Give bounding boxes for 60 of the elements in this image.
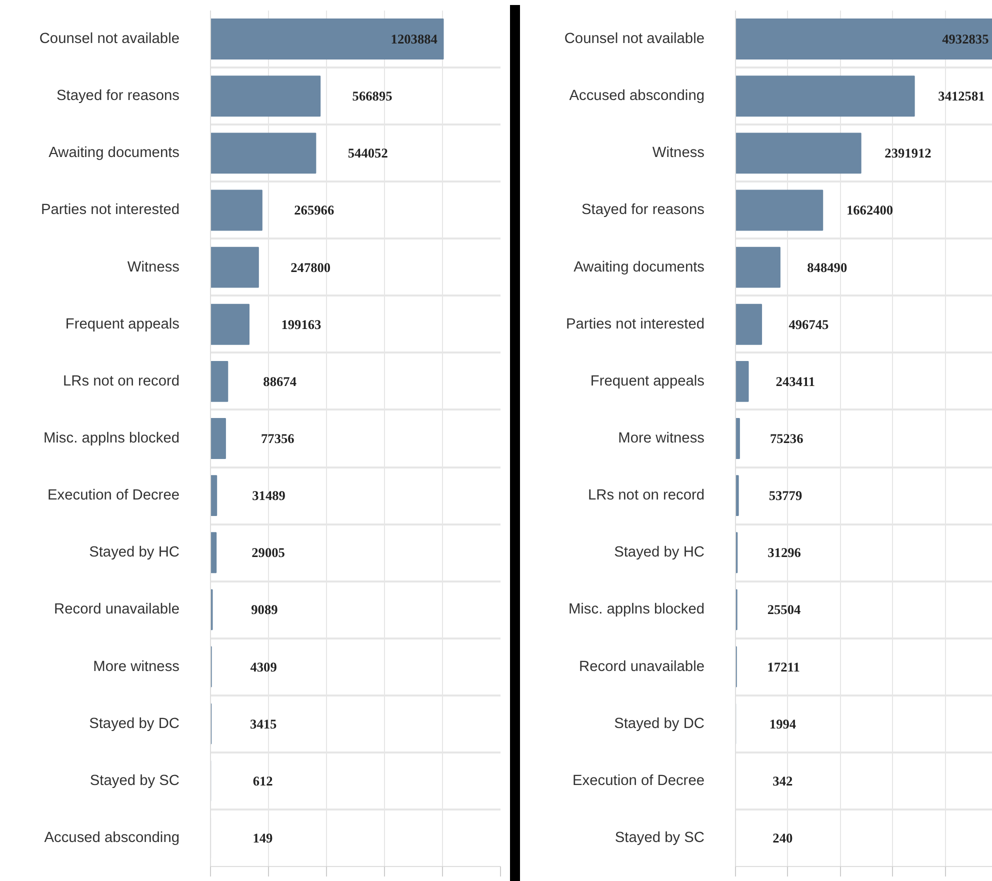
y-tick-label: Stayed for reasons — [56, 88, 180, 104]
y-tick-label: Accused absconding — [569, 88, 705, 104]
data-label: 149 — [252, 830, 274, 846]
data-label: 75236 — [770, 431, 804, 446]
data-label: 77356 — [260, 431, 295, 446]
data-label: 3415 — [250, 716, 278, 732]
data-label: 1203884 — [390, 32, 438, 47]
y-tick-label: Awaiting documents — [574, 259, 705, 276]
data-label: 240 — [772, 830, 794, 846]
data-label: 199163 — [281, 316, 322, 332]
y-tick-label: Frequent appeals — [590, 373, 705, 390]
y-tick-label: Execution of Decree — [572, 772, 705, 789]
y-tick-label: Parties not interested — [566, 316, 705, 332]
y-tick-label: Stayed by SC — [90, 772, 180, 789]
data-label: 1994 — [769, 716, 796, 732]
data-label: 566895 — [352, 88, 393, 104]
y-tick-label: Misc. applns blocked — [43, 430, 180, 446]
data-label: 544052 — [348, 146, 388, 161]
y-tick-label: Stayed by DC — [89, 716, 180, 732]
y-tick-label: LRs not on record — [588, 488, 704, 504]
y-tick-label: Frequent appeals — [65, 316, 180, 332]
data-label: 31296 — [768, 545, 802, 560]
y-tick-label: Stayed by HC — [89, 544, 180, 561]
data-label: 2391912 — [884, 146, 932, 161]
y-tick-label: Stayed for reasons — [581, 202, 705, 218]
y-tick-label: Counsel not available — [564, 31, 705, 48]
data-label: 612 — [252, 773, 274, 788]
y-tick-label: Stayed by SC — [614, 830, 705, 846]
data-label: 342 — [772, 773, 794, 788]
data-label: 247800 — [290, 260, 331, 275]
data-label: 4309 — [250, 659, 278, 674]
y-tick-label: Witness — [127, 259, 180, 276]
data-label: 9089 — [251, 602, 278, 618]
y-tick-label: Awaiting documents — [48, 145, 180, 162]
data-label: 88674 — [263, 374, 297, 389]
data-label: 31489 — [252, 488, 286, 504]
data-label: 1662400 — [846, 202, 894, 218]
data-label: 17211 — [767, 659, 800, 674]
y-tick-label: More witness — [618, 430, 705, 446]
data-label: 29005 — [252, 545, 286, 560]
y-tick-label: Misc. applns blocked — [568, 602, 705, 618]
data-label: 3412581 — [938, 88, 985, 104]
y-tick-label: Record unavailable — [54, 602, 180, 618]
y-tick-label: Accused absconding — [44, 830, 180, 846]
data-label: 243411 — [776, 374, 816, 389]
data-label: 53779 — [768, 488, 802, 504]
y-tick-label: Execution of Decree — [48, 488, 180, 504]
data-label: 265966 — [294, 202, 334, 218]
y-tick-label: Witness — [652, 145, 705, 162]
y-tick-label: Parties not interested — [41, 202, 180, 218]
data-label: 25504 — [767, 602, 801, 618]
data-label: 4932835 — [942, 32, 990, 47]
y-tick-label: Stayed by DC — [614, 716, 705, 732]
y-tick-label: Counsel not available — [39, 31, 180, 48]
data-label: 496745 — [788, 316, 830, 332]
data-label: 848490 — [807, 260, 848, 275]
y-tick-label: LRs not on record — [63, 373, 180, 390]
y-tick-label: More witness — [93, 658, 180, 675]
y-tick-label: Stayed by HC — [614, 544, 705, 561]
y-tick-label: Record unavailable — [579, 658, 705, 675]
